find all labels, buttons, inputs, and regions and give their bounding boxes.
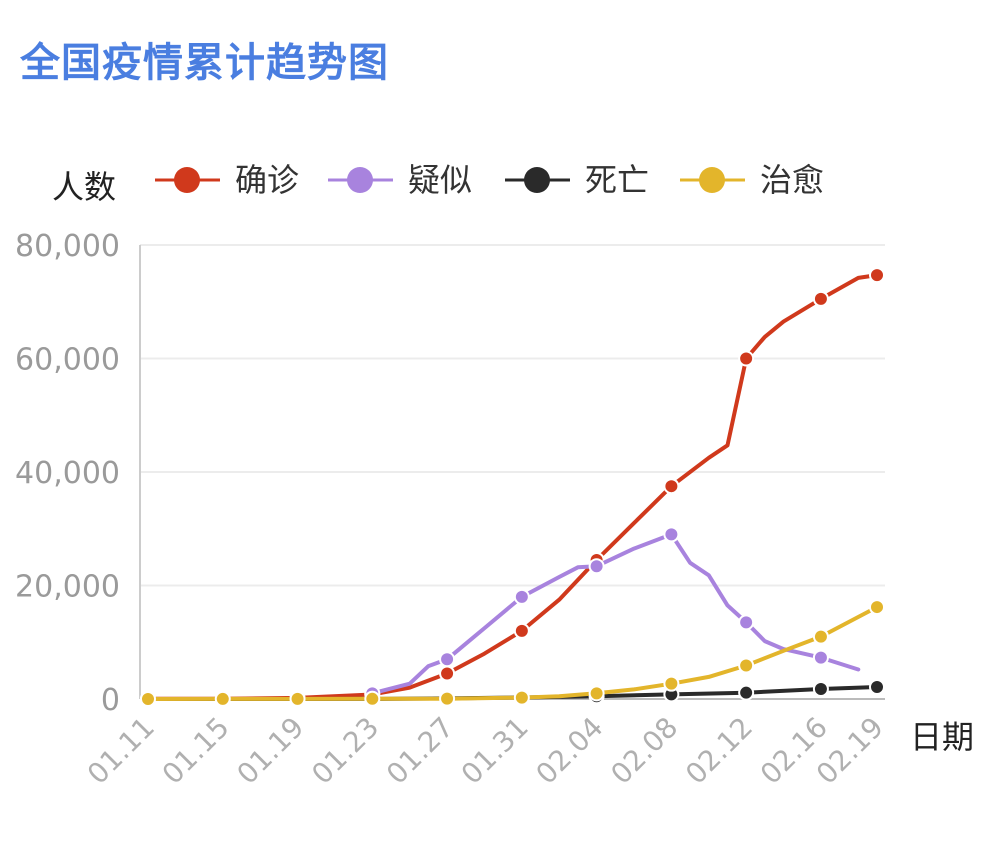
data-point <box>214 690 231 707</box>
data-point <box>289 690 306 707</box>
grid-lines <box>140 244 885 587</box>
x-tick-label: 01.31 <box>455 711 535 791</box>
y-tick-label: 20,000 <box>15 570 120 605</box>
data-point <box>812 649 829 666</box>
legend[interactable]: 确诊 疑似 死亡 治愈 <box>155 161 824 199</box>
data-point <box>588 558 605 575</box>
data-point <box>738 684 755 701</box>
legend-label: 治愈 <box>760 161 824 199</box>
data-point <box>812 680 829 697</box>
data-point <box>812 290 829 307</box>
data-point <box>439 665 456 682</box>
data-point <box>513 622 530 639</box>
data-point <box>738 350 755 367</box>
data-point <box>663 526 680 543</box>
legend-label: 确诊 <box>235 161 299 199</box>
x-tick-label: 01.11 <box>81 711 161 791</box>
data-point <box>869 267 885 284</box>
data-point <box>869 678 885 695</box>
legend-label: 死亡 <box>585 161 649 199</box>
x-tick-label: 01.15 <box>156 711 236 791</box>
legend-item[interactable]: 疑似 <box>328 161 472 199</box>
legend-marker <box>174 167 200 193</box>
series-lines <box>140 267 885 707</box>
legend-item[interactable]: 死亡 <box>505 161 649 199</box>
data-point <box>364 690 381 707</box>
x-tick-label: 01.19 <box>230 711 310 791</box>
data-point <box>869 599 885 616</box>
data-point <box>513 689 530 706</box>
x-tick-label: 02.08 <box>604 711 684 791</box>
legend-marker <box>347 167 373 193</box>
y-tick-label: 80,000 <box>15 229 120 264</box>
data-point <box>140 691 156 707</box>
series-line <box>146 605 879 701</box>
data-point <box>738 657 755 674</box>
x-tick-label: 01.27 <box>380 711 460 791</box>
x-tick-label: 02.12 <box>679 711 759 791</box>
data-point <box>439 651 456 668</box>
data-point <box>812 628 829 645</box>
x-axis-label: 日期 <box>910 718 974 756</box>
x-tick-label: 02.04 <box>530 711 610 791</box>
y-axis-label: 人数 <box>52 168 116 206</box>
data-point <box>513 588 530 605</box>
legend-marker <box>524 167 550 193</box>
legend-label: 疑似 <box>408 161 472 199</box>
data-point <box>663 675 680 692</box>
legend-item[interactable]: 治愈 <box>680 161 824 199</box>
y-tick-label: 40,000 <box>15 456 120 491</box>
data-point <box>439 690 456 707</box>
series-line <box>146 273 879 701</box>
data-point <box>663 478 680 495</box>
legend-marker <box>699 167 725 193</box>
y-tick-label: 60,000 <box>15 343 120 378</box>
data-point <box>588 685 605 702</box>
data-point <box>738 614 755 631</box>
y-tick-label: 0 <box>101 683 120 718</box>
x-tick-label: 01.23 <box>305 711 385 791</box>
page-title: 全国疫情累计趋势图 <box>20 40 389 86</box>
legend-item[interactable]: 确诊 <box>155 161 299 199</box>
